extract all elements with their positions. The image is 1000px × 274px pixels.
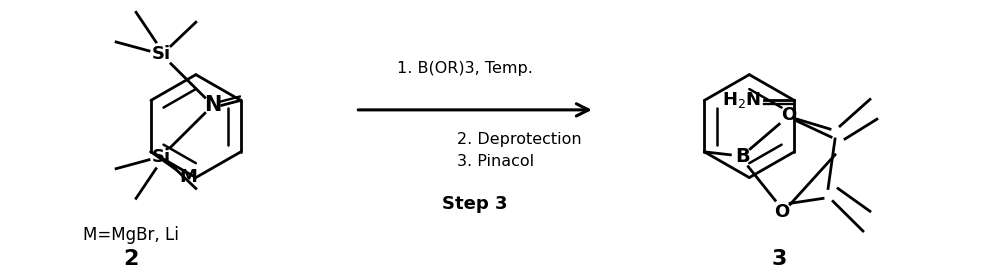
Text: M=MgBr, Li: M=MgBr, Li [83,226,179,244]
Text: 2: 2 [123,249,139,269]
Text: Si: Si [151,148,171,166]
Text: M: M [179,168,197,185]
Text: 2. Deprotection: 2. Deprotection [457,132,582,147]
Text: O: O [775,203,790,221]
Text: N: N [204,95,222,115]
Text: Step 3: Step 3 [442,195,508,213]
Text: 3. Pinacol: 3. Pinacol [457,154,534,169]
Text: H$_2$N: H$_2$N [722,90,761,110]
Text: O: O [782,106,797,124]
Text: B: B [735,147,750,166]
Text: 3: 3 [772,249,787,269]
Text: 1. B(OR)3, Temp.: 1. B(OR)3, Temp. [397,61,533,76]
Text: Si: Si [151,45,171,63]
